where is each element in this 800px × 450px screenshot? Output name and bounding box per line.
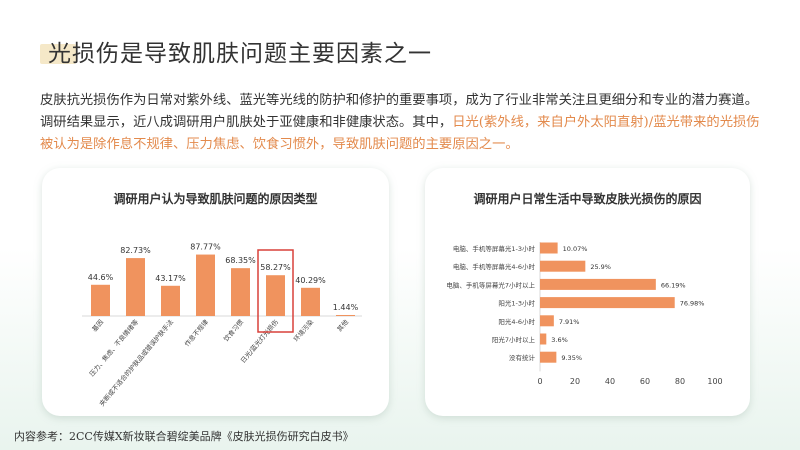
x-tick-label: 20 (570, 377, 580, 386)
bar (336, 314, 355, 316)
highlight-box (257, 249, 294, 333)
category-label: 其他 (335, 317, 351, 333)
bar (540, 242, 558, 254)
data-label: 40.29% (295, 276, 326, 285)
paragraph-text: 皮肤抗光损伤作为日常对紫外线、蓝光等光线的防护和修护的重要事项，成为了行业非常关… (40, 93, 759, 130)
x-tick-label: 60 (640, 377, 650, 386)
category-label: 夹断或不适合的护肤品或错误护肤手法 (97, 317, 175, 408)
x-tick-label: 40 (605, 377, 615, 386)
bar (540, 333, 547, 345)
paragraph-highlight: 日光(紫外线，来自户外太阳直射)/蓝光带来的光损伤被认为是除作息不规律、压力焦虑… (40, 115, 760, 152)
category-label: 环境污染 (291, 317, 315, 343)
category-label: 阳光7小时以上 (492, 335, 536, 344)
data-label: 10.07% (563, 245, 588, 253)
x-tick-label: 100 (707, 377, 722, 386)
data-label: 58.27% (260, 263, 291, 272)
data-label: 68.35% (225, 256, 256, 265)
data-label: 3.6% (551, 336, 568, 344)
category-label: 基因 (90, 318, 105, 334)
category-label: 电脑、手机等屏幕光4-6小时 (453, 262, 536, 271)
x-tick-label: 80 (675, 377, 685, 386)
source-note: 内容参考：2CC传媒X新妆联合碧绽美品牌《皮肤光损伤研究白皮书》 (14, 430, 354, 443)
category-label: 没有统计 (509, 353, 536, 362)
bar (540, 297, 675, 309)
bar (196, 254, 215, 316)
bar (126, 258, 145, 316)
category-label: 日光/蓝光灯光损伤 (238, 317, 280, 365)
chart-title: 调研用户日常生活中导致皮肤光损伤的原因 (473, 192, 702, 206)
bar (540, 351, 557, 363)
bar (301, 287, 320, 316)
bar-chart-causes: 44.6%基因82.73%压力、焦虑、不良情绪等43.17%夹断或不适合的护肤品… (82, 243, 362, 408)
chart-panel-causes: 调研用户认为导致肌肤问题的原因类型 44.6% 基因 82.73% 压力、焦虑、不良情… (42, 168, 389, 416)
category-label: 电脑、手机等屏幕光1-3小时 (453, 244, 536, 253)
data-label: 9.35% (561, 354, 582, 362)
bar (91, 284, 110, 316)
data-label: 87.77% (190, 243, 221, 252)
data-label: 25.9% (590, 263, 611, 271)
bar (161, 285, 180, 316)
category-label: 阳光1-3小时 (498, 299, 535, 308)
data-label: 82.73% (120, 246, 151, 255)
data-label: 1.44% (333, 303, 359, 312)
data-label: 43.17% (155, 274, 186, 283)
bar (266, 275, 285, 316)
bar (540, 278, 656, 290)
page-title: 光损伤是导致肌肤问题主要因素之一 (48, 41, 432, 67)
chart-title: 调研用户认为导致肌肤问题的原因类型 (113, 192, 318, 206)
data-label: 44.6% (88, 273, 114, 282)
category-label: 作息不规律 (182, 317, 210, 348)
data-label: 76.98% (680, 300, 705, 308)
bar (540, 315, 554, 327)
title-accent (40, 44, 76, 64)
category-label: 饮食习惯 (221, 317, 245, 343)
category-label: 阳光4-6小时 (498, 317, 535, 326)
intro-paragraph: 皮肤抗光损伤作为日常对紫外线、蓝光等光线的防护和修护的重要事项，成为了行业非常关… (40, 90, 765, 156)
data-label: 7.91% (559, 318, 580, 326)
data-label: 66.19% (661, 281, 686, 289)
bar (540, 260, 586, 272)
bar (231, 268, 250, 316)
category-label: 电脑、手机等屏幕光7小时以上 (446, 280, 535, 289)
x-tick-label: 0 (537, 377, 542, 386)
chart-panel-light-damage: 调研用户日常生活中导致皮肤光损伤的原因 10.07% 电脑、手机等屏幕光1-3小时… (425, 168, 750, 416)
hbar-chart-light-damage: 10.07% 电脑、手机等屏幕光1-3小时 25.9% 电脑、手机等屏幕光4-6小时 6… (446, 242, 723, 386)
